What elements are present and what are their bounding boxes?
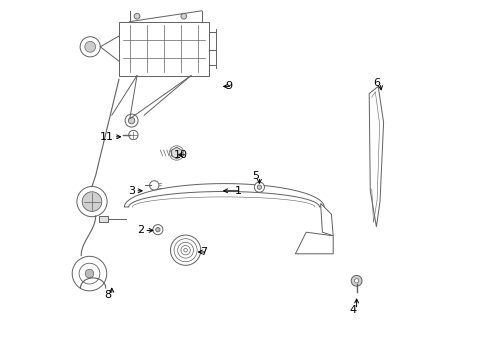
Text: 6: 6	[373, 78, 380, 88]
Polygon shape	[172, 147, 182, 159]
Circle shape	[82, 192, 102, 211]
Circle shape	[153, 225, 163, 235]
Bar	[119, 22, 209, 76]
Circle shape	[129, 130, 138, 140]
Circle shape	[156, 228, 160, 232]
Circle shape	[128, 117, 135, 124]
Circle shape	[125, 114, 138, 127]
Circle shape	[254, 182, 265, 192]
Circle shape	[80, 37, 100, 57]
Text: 3: 3	[128, 186, 135, 196]
Polygon shape	[369, 86, 384, 227]
Text: 5: 5	[252, 171, 259, 181]
Circle shape	[134, 13, 140, 19]
Circle shape	[85, 41, 96, 52]
Text: 8: 8	[105, 290, 112, 300]
Circle shape	[72, 256, 107, 291]
Bar	[99, 216, 108, 222]
Circle shape	[79, 263, 100, 284]
Text: 1: 1	[234, 186, 242, 196]
Circle shape	[351, 275, 362, 286]
Text: 10: 10	[173, 150, 187, 160]
Polygon shape	[295, 232, 333, 254]
Polygon shape	[124, 184, 324, 207]
Circle shape	[181, 13, 187, 19]
Text: 11: 11	[99, 132, 114, 142]
Text: 4: 4	[349, 305, 357, 315]
Polygon shape	[320, 203, 333, 236]
Circle shape	[77, 186, 107, 217]
Text: 7: 7	[200, 247, 207, 257]
Text: 2: 2	[137, 225, 144, 235]
Circle shape	[171, 235, 201, 265]
Circle shape	[149, 181, 159, 190]
Text: 9: 9	[225, 81, 232, 91]
Circle shape	[354, 279, 359, 283]
Circle shape	[85, 269, 94, 278]
Circle shape	[257, 185, 262, 189]
